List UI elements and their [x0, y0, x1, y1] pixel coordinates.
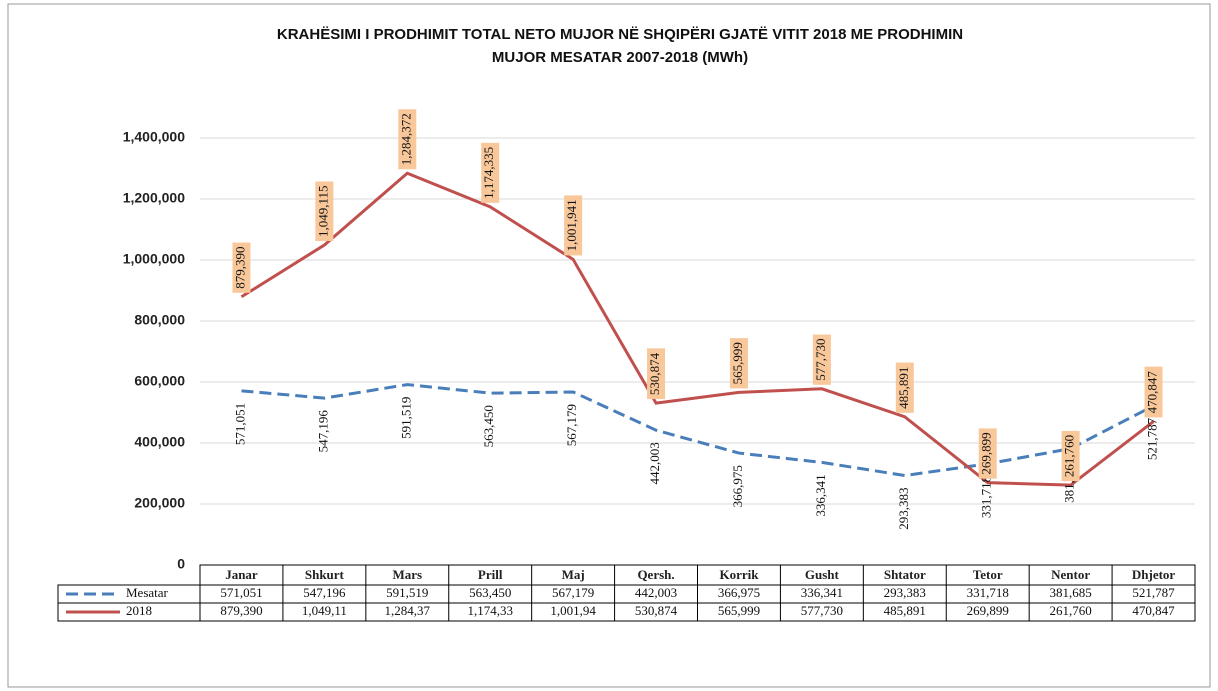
data-label-bg — [315, 181, 334, 242]
data-label-bg — [812, 334, 831, 385]
x-tick-label: Mars — [392, 567, 422, 582]
x-tick-label: Qersh. — [637, 567, 674, 582]
chart-title: KRAHËSIMI I PRODHIMIT TOTAL NETO MUJOR N… — [277, 26, 963, 43]
y-tick-label: 200,000 — [134, 495, 185, 511]
data-label: 577,730 — [813, 339, 828, 381]
table-cell: 591,519 — [386, 585, 428, 600]
table-cell: 269,899 — [967, 603, 1009, 618]
data-label: 442,003 — [647, 442, 662, 484]
chart-subtitle: MUJOR MESATAR 2007-2018 (MWh) — [492, 49, 748, 66]
table-cell: 565,999 — [718, 603, 760, 618]
data-label: 571,051 — [232, 403, 247, 445]
data-label: 336,341 — [813, 474, 828, 516]
data-label: 1,174,335 — [481, 147, 496, 199]
data-label: 530,874 — [647, 352, 662, 395]
table-cell: 381,685 — [1050, 585, 1092, 600]
data-label-bg — [232, 242, 251, 293]
legend-label: Mesatar — [126, 585, 169, 600]
data-label: 1,049,115 — [315, 185, 330, 237]
table-cell: 563,450 — [469, 585, 511, 600]
data-label: 331,718 — [979, 476, 994, 518]
table-cell: 547,196 — [303, 585, 346, 600]
y-tick-label: 1,400,000 — [123, 129, 185, 145]
y-tick-label: 600,000 — [134, 373, 185, 389]
table-cell: 442,003 — [635, 585, 677, 600]
x-tick-label: Maj — [562, 567, 585, 582]
data-label: 879,390 — [232, 247, 247, 289]
table-cell: 331,718 — [967, 585, 1009, 600]
data-label-bg — [564, 195, 583, 256]
table-cell: 366,975 — [718, 585, 760, 600]
y-tick-label: 800,000 — [134, 312, 185, 328]
table-cell: 577,730 — [801, 603, 843, 618]
data-label-bg — [481, 142, 500, 203]
x-tick-label: Janar — [225, 567, 258, 582]
data-label-bg — [647, 348, 666, 400]
data-label-bg — [978, 428, 997, 479]
y-tick-label: 1,200,000 — [123, 190, 185, 206]
data-label: 547,196 — [315, 410, 330, 453]
x-tick-label: Korrik — [719, 567, 759, 582]
chart-border — [7, 3, 1211, 688]
data-label: 366,975 — [730, 465, 745, 507]
data-label: 591,519 — [398, 397, 413, 439]
data-label: 485,891 — [896, 367, 911, 409]
x-tick-label: Shtator — [884, 567, 926, 582]
table-cell: 293,383 — [884, 585, 926, 600]
table-cell: 1,174,33 — [467, 603, 513, 618]
x-tick-label: Nentor — [1051, 567, 1090, 582]
data-label: 521,787 — [1145, 417, 1160, 460]
x-tick-label: Tetor — [973, 567, 1003, 582]
table-cell: 470,847 — [1132, 603, 1175, 618]
data-label: 1,284,372 — [398, 113, 413, 165]
table-cell: 1,284,37 — [385, 603, 431, 618]
y-tick-label: 1,000,000 — [123, 251, 185, 267]
data-label: 1,001,941 — [564, 199, 579, 251]
data-label-bg — [398, 109, 417, 170]
table-cell: 261,760 — [1050, 603, 1092, 618]
table-cell: 1,049,11 — [302, 603, 347, 618]
x-tick-label: Prill — [478, 567, 503, 582]
data-label: 470,847 — [1145, 371, 1160, 414]
table-cell: 530,874 — [635, 603, 678, 618]
data-label-bg — [1144, 366, 1163, 418]
y-tick-label: 400,000 — [134, 434, 185, 450]
x-tick-label: Dhjetor — [1132, 567, 1176, 582]
series-line — [241, 383, 1155, 478]
legend-label: 2018 — [126, 603, 152, 618]
data-label: 563,450 — [481, 405, 496, 447]
data-label: 567,179 — [564, 404, 579, 446]
series-line — [240, 171, 1155, 487]
table-cell: 521,787 — [1132, 585, 1175, 600]
data-label: 261,760 — [1062, 435, 1077, 477]
x-tick-label: Gusht — [805, 567, 840, 582]
table-cell: 1,001,94 — [550, 603, 596, 618]
data-label-bg — [729, 338, 748, 389]
y-tick-label: 0 — [177, 556, 185, 572]
table-cell: 571,051 — [220, 585, 262, 600]
data-label: 293,383 — [896, 488, 911, 530]
table-cell: 567,179 — [552, 585, 594, 600]
data-label-bg — [1061, 430, 1080, 482]
x-tick-label: Shkurt — [305, 567, 345, 582]
data-label-bg — [895, 362, 914, 413]
data-label: 269,899 — [979, 432, 994, 474]
table-cell: 485,891 — [884, 603, 926, 618]
table-cell: 336,341 — [801, 585, 843, 600]
table-cell: 879,390 — [220, 603, 262, 618]
data-label: 565,999 — [730, 342, 745, 384]
